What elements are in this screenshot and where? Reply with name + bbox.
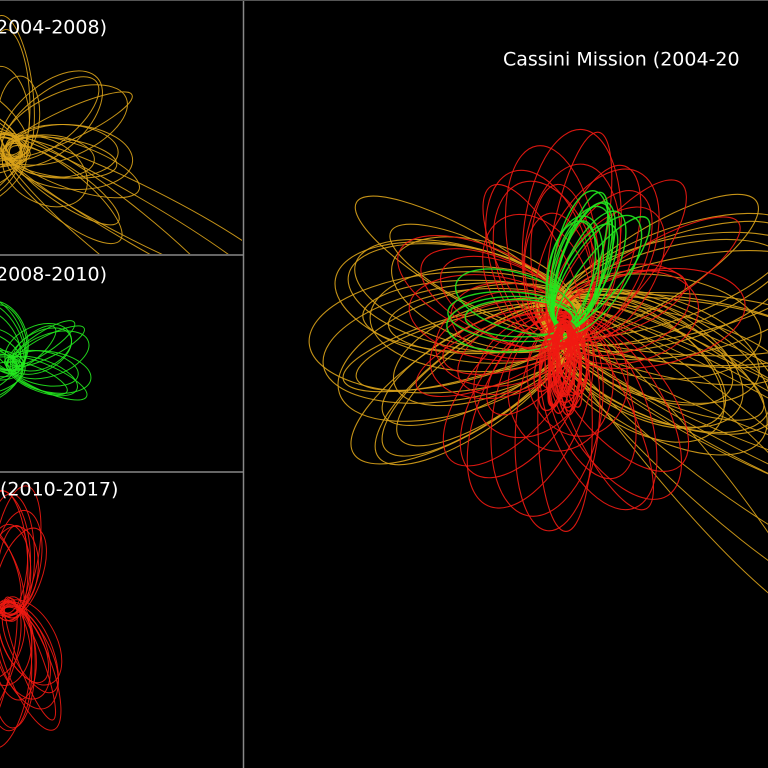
orbit [557, 324, 583, 408]
orbit [0, 601, 33, 732]
orbit [12, 325, 85, 368]
orbit [0, 597, 18, 737]
orbit [535, 301, 768, 461]
orbit [0, 136, 28, 217]
orbit [0, 490, 29, 622]
orbit [0, 354, 23, 407]
orbit [530, 183, 594, 340]
orbit [533, 321, 571, 393]
orbit [2, 142, 123, 245]
orbit [0, 125, 31, 169]
orbit [0, 327, 25, 378]
orbit [0, 509, 43, 615]
orbit [0, 302, 26, 372]
orbit [553, 326, 576, 398]
orbit [0, 132, 242, 254]
orbit [0, 133, 242, 254]
orbit [0, 300, 29, 371]
orbit [0, 309, 22, 371]
orbit [0, 65, 30, 156]
orbit [0, 75, 41, 158]
orbit [0, 603, 59, 710]
orbit [464, 298, 574, 338]
orbit [0, 600, 22, 735]
orbit [0, 91, 26, 166]
orbit [0, 117, 29, 177]
orbit [0, 600, 26, 680]
orbit [0, 361, 18, 403]
orbit [0, 525, 39, 617]
panel-orbits-2004 [0, 14, 242, 254]
orbit [526, 316, 629, 437]
orbit [5, 134, 140, 199]
main-orbits [308, 128, 768, 615]
orbit [0, 108, 22, 165]
orbit [0, 349, 26, 397]
orbit [0, 334, 21, 371]
orbit [12, 327, 72, 372]
orbit [0, 132, 242, 254]
panel-label: (2010-2017) [0, 479, 118, 501]
panel-orbits-2008 [0, 297, 92, 407]
orbit [540, 295, 768, 615]
orbit [541, 296, 768, 473]
orbit [9, 320, 76, 367]
panel-label: 2008-2010) [0, 264, 107, 286]
main-title: Cassini Mission (2004-20 [503, 49, 740, 71]
orbit [337, 282, 586, 422]
orbit [490, 311, 604, 517]
orbit [2, 136, 118, 179]
orbit [4, 323, 73, 375]
orbit [0, 128, 21, 172]
panel-label: 2004-2008) [0, 17, 107, 39]
orbit [547, 319, 569, 409]
orbit [447, 290, 580, 343]
orbit [3, 596, 57, 721]
orbit [454, 268, 577, 335]
orbit [4, 355, 88, 401]
orbit [0, 493, 36, 619]
